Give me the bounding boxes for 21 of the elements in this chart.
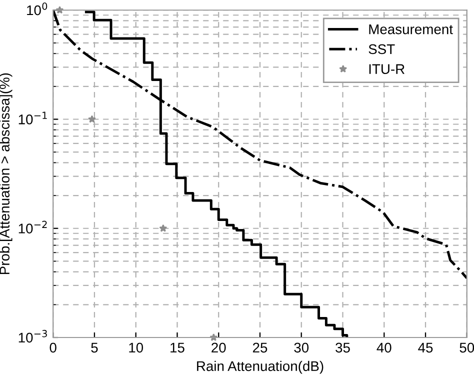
x-tick-label: 10 xyxy=(129,342,144,353)
y-tick-label: 10$^{−2}$ xyxy=(18,220,47,234)
y-tick-label: 10$^{−3}$ xyxy=(18,330,47,343)
x-tick-label: 30 xyxy=(294,342,309,353)
x-tick-label: 0 xyxy=(50,342,56,353)
point xyxy=(159,224,168,232)
x-tick-label: 50 xyxy=(460,342,474,353)
legend-label: Measurement xyxy=(369,24,453,34)
x-tick-label: 40 xyxy=(376,342,392,353)
point xyxy=(88,115,96,123)
x-tick-label: 20 xyxy=(212,342,226,353)
x-tick-label: 45 xyxy=(418,342,433,353)
x-axis-title: Rain Attenuation(dB) xyxy=(197,360,324,374)
x-tick-label: 25 xyxy=(252,342,268,353)
y-tick-label: 10$^{−1}$ xyxy=(18,112,47,124)
x-tick-label: 35 xyxy=(336,342,350,353)
legend-label: SST xyxy=(368,44,395,54)
y-tick-label: 10$^{0}$ xyxy=(27,2,48,16)
x-tick-label: 15 xyxy=(170,342,184,353)
legend-label: ITU-R xyxy=(369,64,404,74)
x-tick-label: 5 xyxy=(91,342,98,353)
